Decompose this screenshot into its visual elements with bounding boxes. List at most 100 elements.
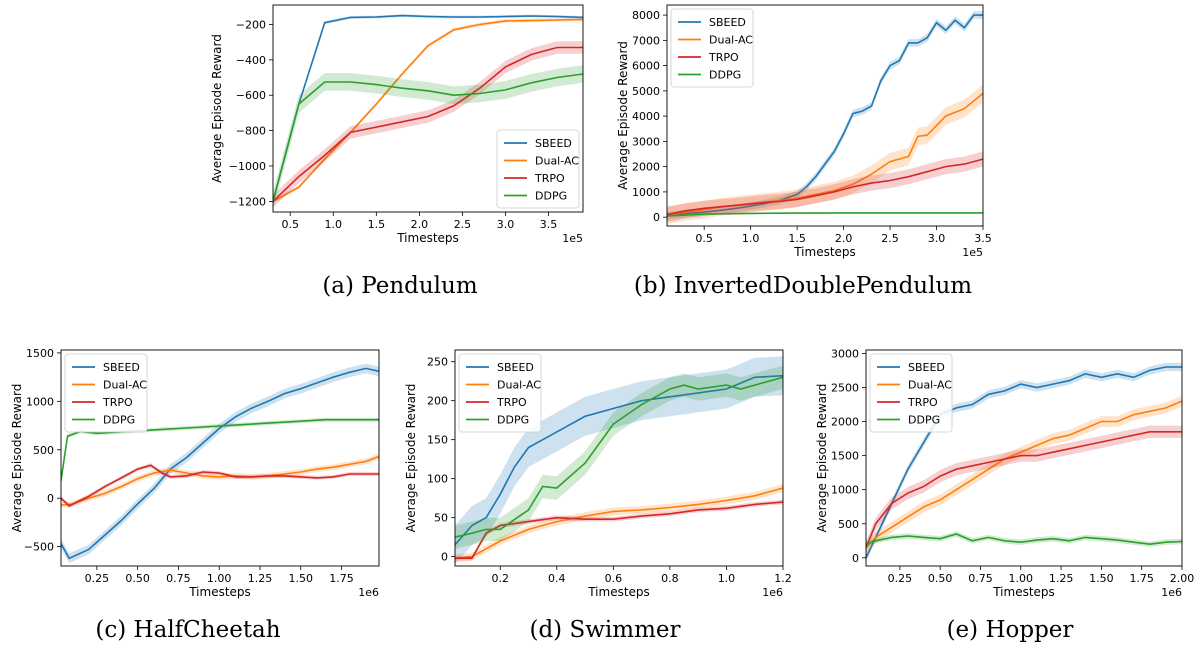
series-band-sbeed	[455, 356, 783, 565]
y-tick-label: −800	[236, 125, 266, 138]
x-tick-label: 1.0	[718, 572, 736, 585]
series-band-ddpg	[273, 65, 583, 211]
y-tick-label: 500	[33, 444, 54, 457]
legend-box	[64, 353, 148, 433]
y-axis-label: Average Episode Reward	[210, 34, 224, 183]
series-line-trpo	[273, 46, 583, 202]
panel-caption: (c) HalfCheetah	[95, 617, 280, 643]
x-tick-label: 0.75	[968, 572, 993, 585]
x-tick-label: 0.5	[281, 218, 299, 231]
series-line-sbeed	[61, 367, 379, 560]
y-axis-label: Average Episode Reward	[616, 41, 630, 190]
legend-label-dual-ac: Dual-AC	[103, 379, 147, 392]
y-tick-label: −1200	[229, 195, 266, 208]
x-tick-label: 1.75	[329, 572, 354, 585]
chart-panel-1: 0.5 1.0 1.5 2.0 2.5 3.0 3.5 −1200 −1000 −800 −600 −…	[210, 4, 584, 299]
series-line-sbeed	[455, 374, 783, 546]
chart-panel-5: 0.25 0.50 0.75 1.00 1.25 1.50 1.75 2.00 0 500 1000…	[815, 347, 1194, 643]
series-line-trpo	[667, 158, 983, 216]
series-line-sbeed	[866, 366, 1182, 559]
series-band-ddpg	[866, 531, 1182, 547]
y-tick-label: 500	[838, 518, 859, 531]
series-line-dual-ac	[866, 400, 1182, 549]
panel-caption: (a) Pendulum	[322, 273, 478, 299]
x-offset-label: 1e6	[358, 586, 379, 599]
legend-label-sbeed: SBEED	[535, 137, 572, 150]
legend-label-dual-ac: Dual-AC	[535, 155, 579, 168]
x-tick-label: 1.2	[774, 572, 792, 585]
legend-label-sbeed: SBEED	[709, 16, 746, 29]
legend-label-trpo: TRPO	[907, 396, 938, 409]
y-tick-label: 0	[441, 551, 448, 564]
x-tick-label: 0.4	[548, 572, 566, 585]
x-tick-label: 1.50	[288, 572, 313, 585]
y-tick-label: 250	[427, 356, 448, 369]
x-tick-label: 1.50	[1089, 572, 1114, 585]
legend-box	[670, 8, 754, 88]
x-axis-label: Timesteps	[793, 245, 856, 259]
series-line-ddpg	[667, 212, 983, 217]
series-line-ddpg	[866, 533, 1182, 546]
chart-panel-4: 0.2 0.4 0.6 0.8 1.0 1.2 0 50 100 150 200 250 Timeste…	[404, 349, 792, 643]
series-line-sbeed	[273, 14, 583, 202]
legend-label-ddpg: DDPG	[535, 190, 567, 203]
series-line-ddpg	[61, 418, 379, 481]
legend-box	[869, 353, 953, 433]
axes-frame	[454, 349, 784, 567]
y-tick-label: 5000	[632, 85, 660, 98]
series-line-trpo	[866, 430, 1182, 548]
legend-box	[496, 129, 580, 209]
series-band-trpo	[866, 425, 1182, 554]
panel-caption: (d) Swimmer	[529, 617, 680, 643]
y-tick-label: 7000	[632, 34, 660, 47]
x-tick-label: 1.5	[788, 232, 806, 245]
y-tick-label: −200	[236, 18, 266, 31]
series-line-dual-ac	[455, 487, 783, 559]
x-tick-label: 1.5	[368, 218, 386, 231]
legend: SBEED Dual-AC TRPO DDPG	[496, 129, 580, 209]
legend-box	[458, 353, 542, 433]
panel-caption: (e) Hopper	[947, 617, 1074, 643]
series-band-trpo	[61, 463, 379, 508]
x-tick-label: 1.00	[207, 572, 232, 585]
series-line-trpo	[455, 501, 783, 560]
x-tick-label: 1.0	[325, 218, 343, 231]
x-tick-label: 3.5	[974, 232, 992, 245]
series-line-ddpg	[455, 376, 783, 538]
y-tick-label: 1000	[831, 484, 859, 497]
series-band-ddpg	[455, 365, 783, 549]
legend: SBEED Dual-AC TRPO DDPG	[64, 353, 148, 433]
series-line-trpo	[61, 464, 379, 507]
x-tick-label: 1.00	[1009, 572, 1034, 585]
x-tick-label: 1.25	[1049, 572, 1074, 585]
x-tick-label: 2.0	[411, 218, 429, 231]
legend-label-sbeed: SBEED	[908, 361, 945, 374]
y-tick-label: 4000	[632, 110, 660, 123]
y-tick-label: −1000	[229, 160, 266, 173]
x-tick-label: 0.8	[661, 572, 679, 585]
legend-label-trpo: TRPO	[102, 396, 133, 409]
legend-label-dual-ac: Dual-AC	[908, 379, 952, 392]
legend-label-sbeed: SBEED	[103, 361, 140, 374]
x-tick-label: 0.25	[888, 572, 913, 585]
legend-label-dual-ac: Dual-AC	[709, 34, 753, 47]
x-axis-label: Timesteps	[992, 585, 1055, 599]
y-tick-label: 2000	[831, 416, 859, 429]
y-tick-label: −400	[236, 54, 266, 67]
x-tick-label: 3.5	[540, 218, 558, 231]
x-axis-label: Timesteps	[396, 231, 459, 245]
x-tick-label: 0.6	[605, 572, 623, 585]
legend: SBEED Dual-AC TRPO DDPG	[869, 353, 953, 433]
legend-label-ddpg: DDPG	[497, 414, 529, 427]
x-tick-label: 1.25	[248, 572, 273, 585]
x-tick-label: 2.0	[835, 232, 853, 245]
x-tick-label: 0.5	[695, 232, 713, 245]
x-axis-label: Timesteps	[188, 585, 251, 599]
legend: SBEED Dual-AC TRPO DDPG	[670, 8, 754, 88]
x-tick-label: 0.2	[491, 572, 509, 585]
y-tick-label: 1000	[26, 395, 54, 408]
y-tick-label: 2000	[632, 161, 660, 174]
y-tick-label: 8000	[632, 9, 660, 22]
chart-panel-2: 0.5 1.0 1.5 2.0 2.5 3.0 3.5 0 1000 2000 3000 4000 50…	[616, 4, 992, 299]
